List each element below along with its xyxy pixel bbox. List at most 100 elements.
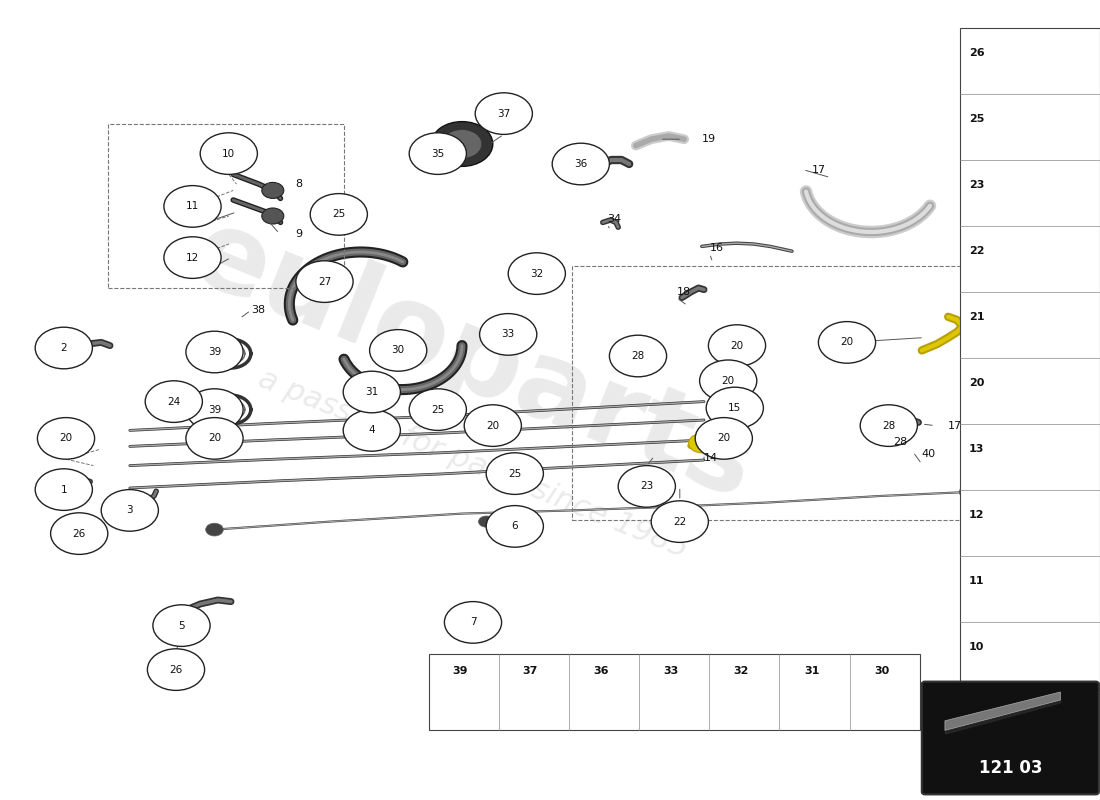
Text: 20: 20 (486, 421, 499, 430)
Text: 11: 11 (186, 202, 199, 211)
Text: 20: 20 (208, 434, 221, 443)
Circle shape (343, 371, 400, 413)
Text: 26: 26 (73, 529, 86, 538)
Text: 31: 31 (365, 387, 378, 397)
Circle shape (700, 360, 757, 402)
Text: 38: 38 (251, 306, 265, 315)
Circle shape (409, 389, 466, 430)
Text: 4: 4 (368, 426, 375, 435)
Circle shape (35, 469, 92, 510)
Text: 25: 25 (332, 210, 345, 219)
Circle shape (200, 133, 257, 174)
Text: 23: 23 (640, 482, 653, 491)
Text: 25: 25 (431, 405, 444, 414)
Text: 39: 39 (208, 347, 221, 357)
Circle shape (478, 516, 494, 527)
Text: 11: 11 (969, 576, 984, 586)
Circle shape (186, 331, 243, 373)
Bar (960, 28, 1100, 688)
Circle shape (480, 314, 537, 355)
Polygon shape (945, 692, 1060, 730)
Text: 40: 40 (922, 450, 936, 459)
Circle shape (343, 410, 400, 451)
Circle shape (186, 418, 243, 459)
Text: 21: 21 (969, 312, 984, 322)
Text: a passion for parts since 1985: a passion for parts since 1985 (254, 364, 692, 564)
Circle shape (706, 387, 763, 429)
Circle shape (153, 605, 210, 646)
Circle shape (186, 389, 243, 430)
Text: 9: 9 (295, 229, 301, 238)
Text: 26: 26 (969, 48, 984, 58)
Circle shape (262, 208, 284, 224)
Circle shape (818, 322, 876, 363)
Text: 10: 10 (969, 642, 984, 652)
Text: 20: 20 (840, 338, 854, 347)
Text: 36: 36 (574, 159, 587, 169)
Text: 20: 20 (730, 341, 744, 350)
Circle shape (206, 523, 223, 536)
Circle shape (262, 182, 284, 198)
Text: 30: 30 (392, 346, 405, 355)
Circle shape (708, 325, 766, 366)
Circle shape (442, 130, 482, 158)
Text: 10: 10 (222, 149, 235, 158)
Text: 30: 30 (874, 666, 890, 676)
Text: 22: 22 (673, 517, 686, 526)
Circle shape (475, 93, 532, 134)
Bar (429, 654, 920, 730)
Text: 20: 20 (59, 434, 73, 443)
Text: 39: 39 (452, 666, 468, 676)
Circle shape (486, 506, 543, 547)
Text: 39: 39 (208, 405, 221, 414)
Text: 3: 3 (126, 506, 133, 515)
Text: 19: 19 (702, 134, 716, 144)
Circle shape (689, 434, 715, 453)
Text: 20: 20 (722, 376, 735, 386)
Circle shape (164, 186, 221, 227)
Circle shape (51, 513, 108, 554)
Text: 18: 18 (676, 287, 691, 297)
Circle shape (651, 501, 708, 542)
Text: 33: 33 (502, 330, 515, 339)
Text: 26: 26 (169, 665, 183, 674)
Text: 5: 5 (178, 621, 185, 630)
Text: 14: 14 (704, 453, 718, 462)
Text: 17: 17 (812, 165, 826, 174)
Text: 17: 17 (948, 421, 962, 430)
Bar (572, 266, 981, 520)
Text: 27: 27 (318, 277, 331, 286)
Bar (108, 124, 344, 288)
Circle shape (164, 237, 221, 278)
Text: 8: 8 (295, 179, 301, 189)
Circle shape (101, 490, 158, 531)
Circle shape (464, 405, 521, 446)
Text: 12: 12 (186, 253, 199, 262)
Circle shape (609, 335, 667, 377)
Text: 37: 37 (522, 666, 538, 676)
Text: 2: 2 (60, 343, 67, 353)
Text: 36: 36 (593, 666, 608, 676)
Text: 15: 15 (728, 403, 741, 413)
Circle shape (147, 649, 205, 690)
Circle shape (508, 253, 565, 294)
Text: 28: 28 (893, 437, 907, 446)
Circle shape (552, 143, 609, 185)
Circle shape (35, 327, 92, 369)
Text: 22: 22 (969, 246, 984, 256)
Circle shape (860, 405, 917, 446)
Text: 24: 24 (167, 397, 180, 406)
Circle shape (695, 418, 752, 459)
Text: 25: 25 (508, 469, 521, 478)
Text: 35: 35 (431, 149, 444, 158)
Circle shape (296, 261, 353, 302)
Circle shape (370, 330, 427, 371)
Text: 33: 33 (663, 666, 679, 676)
Text: 23: 23 (969, 180, 984, 190)
Text: 32: 32 (734, 666, 749, 676)
Circle shape (310, 194, 367, 235)
Text: 16: 16 (710, 243, 724, 253)
Text: 121 03: 121 03 (979, 759, 1042, 777)
Text: 37: 37 (497, 109, 510, 118)
Text: euloparts: euloparts (176, 198, 770, 522)
